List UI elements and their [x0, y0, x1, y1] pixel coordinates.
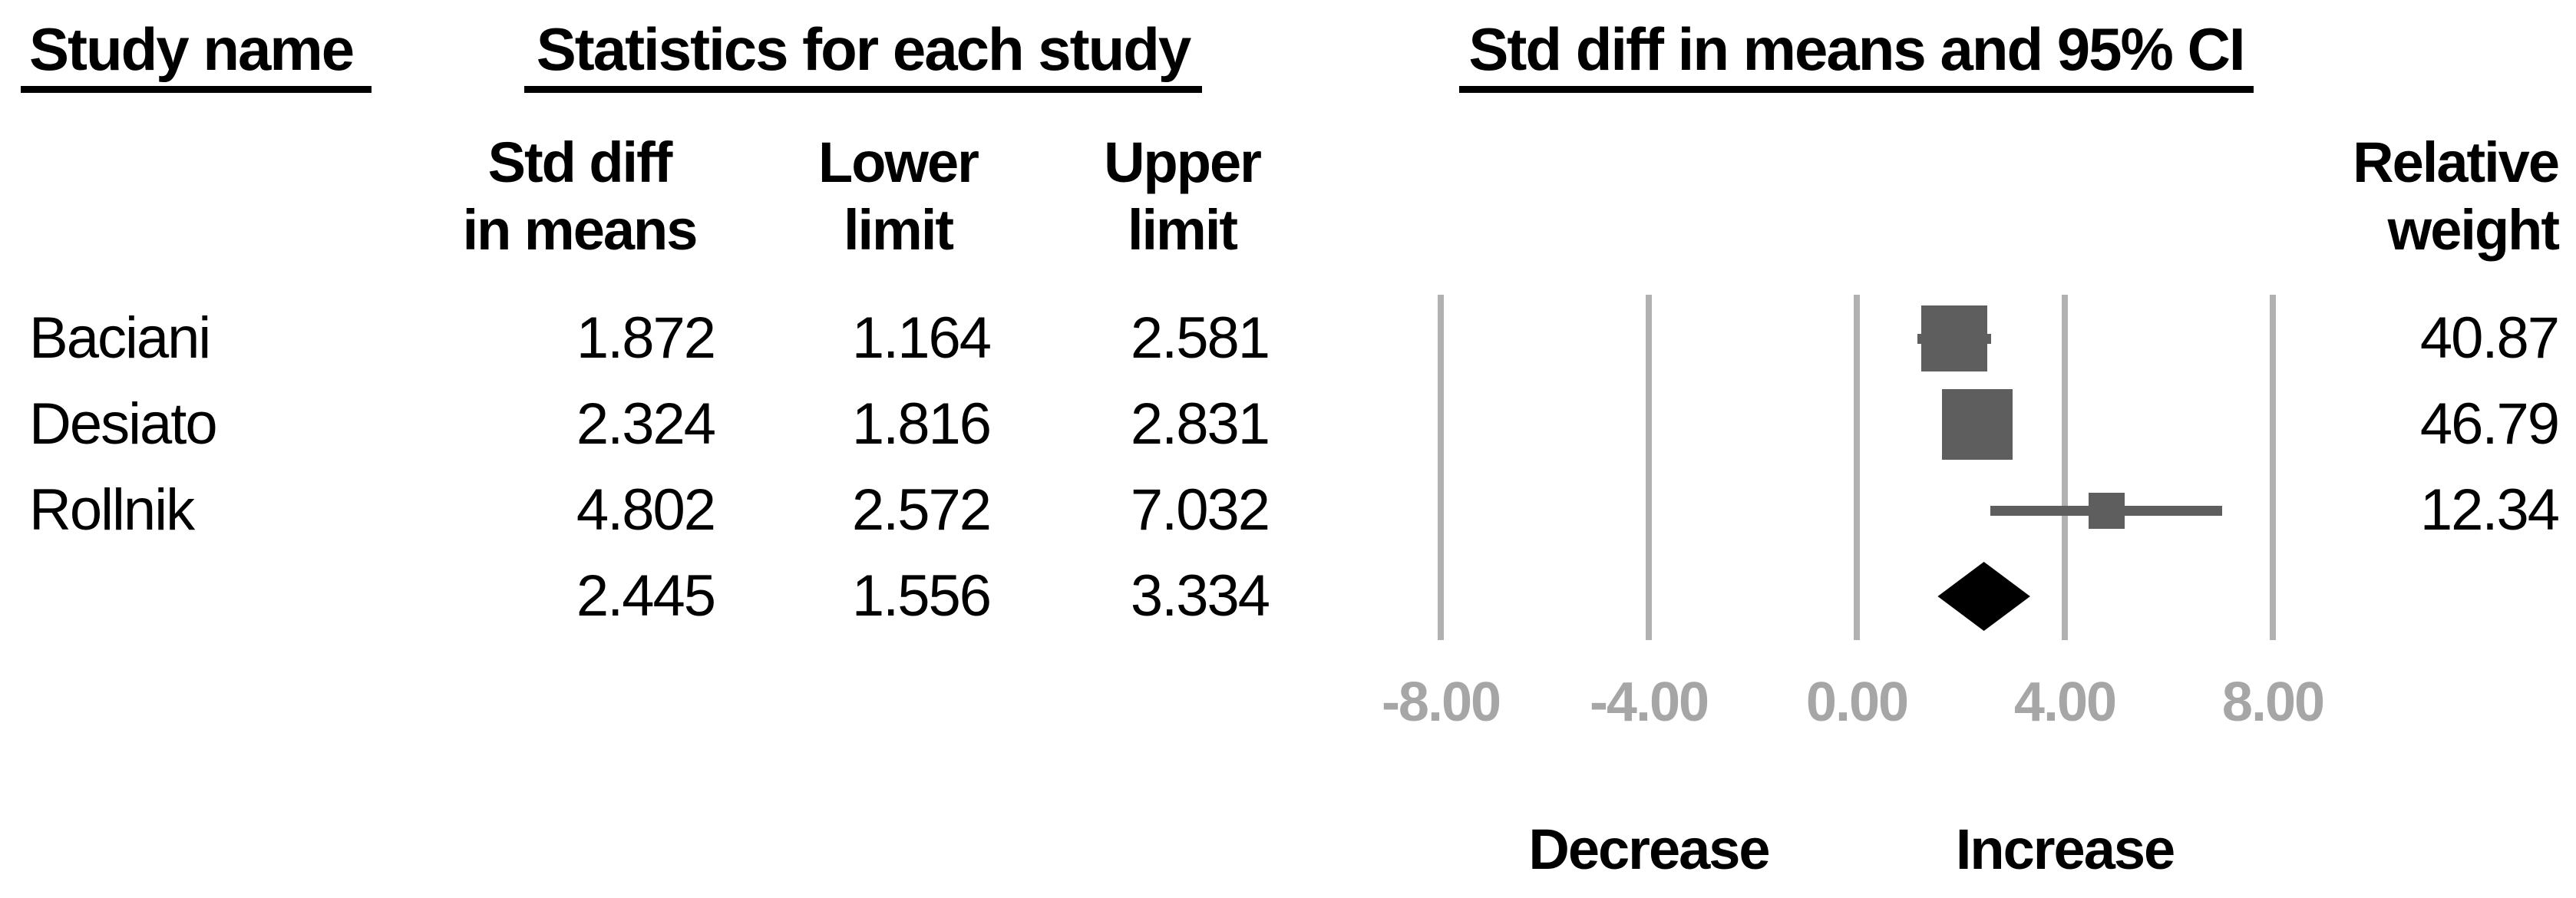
gridline — [1646, 295, 1652, 640]
upper-limit-value: 7.032 — [1130, 477, 1270, 543]
column-header-relative-weight: Relative weight — [2353, 130, 2560, 262]
std-diff-value: 4.802 — [576, 477, 716, 543]
relative-weight-value: 12.34 — [2419, 477, 2560, 543]
effect-square-baciani — [1921, 305, 1987, 371]
std-diff-value: 1.872 — [576, 305, 716, 371]
statistics-header: Statistics for each study — [524, 17, 1202, 93]
ci-header: Std diff in means and 95% CI — [1459, 17, 2254, 93]
lower-limit-value: 1.816 — [851, 391, 992, 457]
effect-square-desiato — [1942, 389, 2013, 460]
study-name: Rollnik — [29, 477, 195, 543]
axis-tick-label: 4.00 — [2013, 672, 2117, 733]
relative-weight-value: 40.87 — [2419, 305, 2560, 371]
upper-limit-value: 2.831 — [1130, 391, 1270, 457]
gridline — [2270, 295, 2276, 640]
gridline — [1854, 295, 1860, 640]
direction-label-increase: Increase — [1955, 817, 2175, 881]
column-header-std-diff: Std diff in means — [462, 130, 698, 262]
lower-limit-value: 1.556 — [851, 563, 992, 629]
lower-limit-value: 1.164 — [851, 305, 992, 371]
lower-limit-value: 2.572 — [851, 477, 992, 543]
study-name-header: Study name — [21, 17, 372, 93]
study-name: Desiato — [29, 391, 218, 457]
axis-tick-label: -8.00 — [1381, 672, 1501, 733]
relative-weight-value: 46.79 — [2419, 391, 2560, 457]
column-header-upper-limit: Upper limit — [1104, 130, 1262, 262]
upper-limit-value: 2.581 — [1130, 305, 1270, 371]
effect-square-rollnik — [2089, 493, 2125, 529]
gridline — [2062, 295, 2068, 640]
direction-label-decrease: Decrease — [1528, 817, 1770, 881]
overall-diamond — [1937, 562, 2030, 631]
upper-limit-value: 3.334 — [1130, 563, 1270, 629]
study-name: Baciani — [29, 305, 211, 371]
axis-tick-label: 8.00 — [2221, 672, 2325, 733]
column-header-lower-limit: Lower limit — [818, 130, 979, 262]
axis-tick-label: 0.00 — [1805, 672, 1909, 733]
std-diff-value: 2.445 — [576, 563, 716, 629]
std-diff-value: 2.324 — [576, 391, 716, 457]
gridline — [1438, 295, 1444, 640]
axis-tick-label: -4.00 — [1589, 672, 1709, 733]
